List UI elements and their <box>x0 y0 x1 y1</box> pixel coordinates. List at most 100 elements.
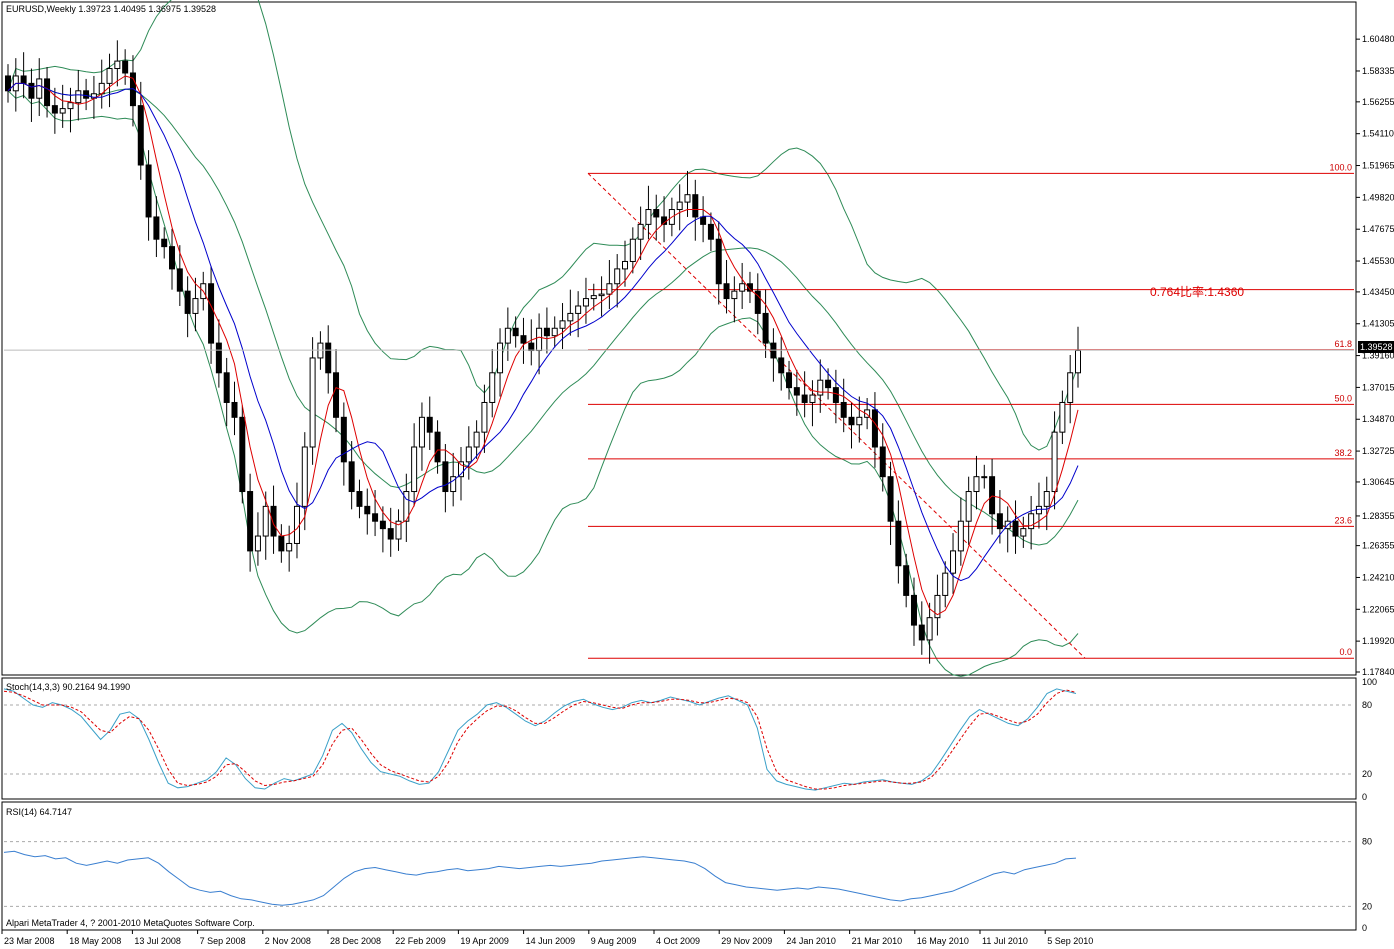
candle-body <box>856 416 863 426</box>
candle <box>301 432 308 531</box>
candle <box>950 533 957 594</box>
candle <box>145 150 152 241</box>
candle <box>325 325 332 394</box>
candle-body <box>1059 401 1066 433</box>
candle-body <box>450 476 457 493</box>
candle-body <box>442 461 449 493</box>
candle-body <box>793 387 800 396</box>
time-tick-label: 4 Oct 2009 <box>656 936 700 946</box>
stoch-signal-line <box>3 689 1077 790</box>
candle-body <box>293 505 300 544</box>
price-tick-label: 1.54110 <box>1362 129 1394 139</box>
fib-level-label: 50.0 <box>1334 393 1352 403</box>
candle <box>637 206 644 260</box>
candle-body <box>1067 372 1074 403</box>
candle-body <box>262 505 269 537</box>
candle <box>700 196 707 243</box>
fib-level-label: 38.2 <box>1334 448 1352 458</box>
time-tick-label: 16 May 2010 <box>917 936 969 946</box>
candle-body <box>950 550 957 574</box>
candle <box>989 458 996 535</box>
candle-body <box>387 528 394 540</box>
candle <box>817 359 824 413</box>
candle-body <box>700 216 707 225</box>
candle <box>903 553 910 608</box>
candle <box>965 476 972 545</box>
candle <box>590 283 597 311</box>
candle-body <box>59 108 66 114</box>
candle <box>1020 516 1027 548</box>
candle <box>36 58 43 117</box>
bollinger-middle <box>7 82 1079 546</box>
candle-body <box>622 260 629 270</box>
oscillator-tick-label: 20 <box>1362 769 1372 779</box>
candle-body <box>996 513 1003 530</box>
stochastic-oscillator: 100 80 20 0 <box>3 677 1377 802</box>
time-tick-label: 18 May 2008 <box>69 936 121 946</box>
candle <box>645 185 652 240</box>
candle <box>192 277 199 332</box>
fib-level-label: 23.6 <box>1334 515 1352 525</box>
candle-body <box>684 194 691 203</box>
candle-body <box>637 223 644 240</box>
candle <box>465 426 472 480</box>
price-tick-label: 1.17840 <box>1362 667 1394 677</box>
candle <box>692 179 699 241</box>
candle <box>262 491 269 560</box>
candle <box>786 360 793 400</box>
candle <box>559 303 566 350</box>
candle <box>707 212 714 252</box>
candle <box>231 381 238 436</box>
candle-body <box>333 372 340 418</box>
price-tick-label: 1.34870 <box>1362 414 1394 424</box>
rsi-panel[interactable] <box>1 801 1357 931</box>
candle <box>28 68 35 122</box>
candle-body <box>473 431 480 448</box>
candle-body <box>848 416 855 426</box>
candle <box>801 371 808 418</box>
oscillator-tick-label: 80 <box>1362 700 1372 710</box>
candle-body <box>176 268 183 292</box>
candle-body <box>817 379 824 396</box>
candle-body <box>1075 350 1081 374</box>
candle-body <box>606 283 613 295</box>
fibonacci-retracement[interactable]: 100.0 61.8 50.0 38.2 23.6 0.0 <box>587 162 1354 659</box>
chart-header: EURUSD,Weekly 1.39723 1.40495 1.36975 1.… <box>6 4 216 14</box>
candle-body <box>809 394 816 403</box>
candle-body <box>536 327 543 352</box>
price-tick-label: 1.32725 <box>1362 446 1394 456</box>
candle <box>840 378 847 433</box>
candle-body <box>434 431 441 463</box>
candle <box>543 307 550 354</box>
candle-body <box>567 312 574 322</box>
candle-body <box>879 446 886 478</box>
candle-body <box>497 342 504 374</box>
price-tick-label: 1.19920 <box>1362 636 1394 646</box>
candle-body <box>364 505 371 515</box>
candle-body <box>895 520 902 567</box>
candle-body <box>426 416 433 433</box>
candle-body <box>278 535 285 552</box>
time-tick-label: 14 Jun 2009 <box>526 936 576 946</box>
main-chart-panel[interactable] <box>1 1 1357 676</box>
candle <box>161 227 168 259</box>
stoch-panel[interactable] <box>1 677 1357 800</box>
candle-body <box>965 491 972 522</box>
candle <box>582 277 589 324</box>
candle-body <box>145 164 152 218</box>
candle-body <box>254 535 261 552</box>
candle <box>59 84 66 128</box>
candle <box>739 262 746 309</box>
candle <box>731 276 738 323</box>
rsi-indicator: 80 20 0 <box>3 837 1372 933</box>
rsi-line <box>3 850 1077 906</box>
candle <box>723 259 730 314</box>
candle <box>333 349 340 433</box>
price-tick-label: 1.26355 <box>1362 541 1394 551</box>
candle-body <box>559 320 566 329</box>
candle-body <box>645 209 652 225</box>
candle <box>653 194 660 241</box>
candle <box>895 500 902 584</box>
candle-body <box>481 401 488 433</box>
candle-body <box>801 394 808 403</box>
